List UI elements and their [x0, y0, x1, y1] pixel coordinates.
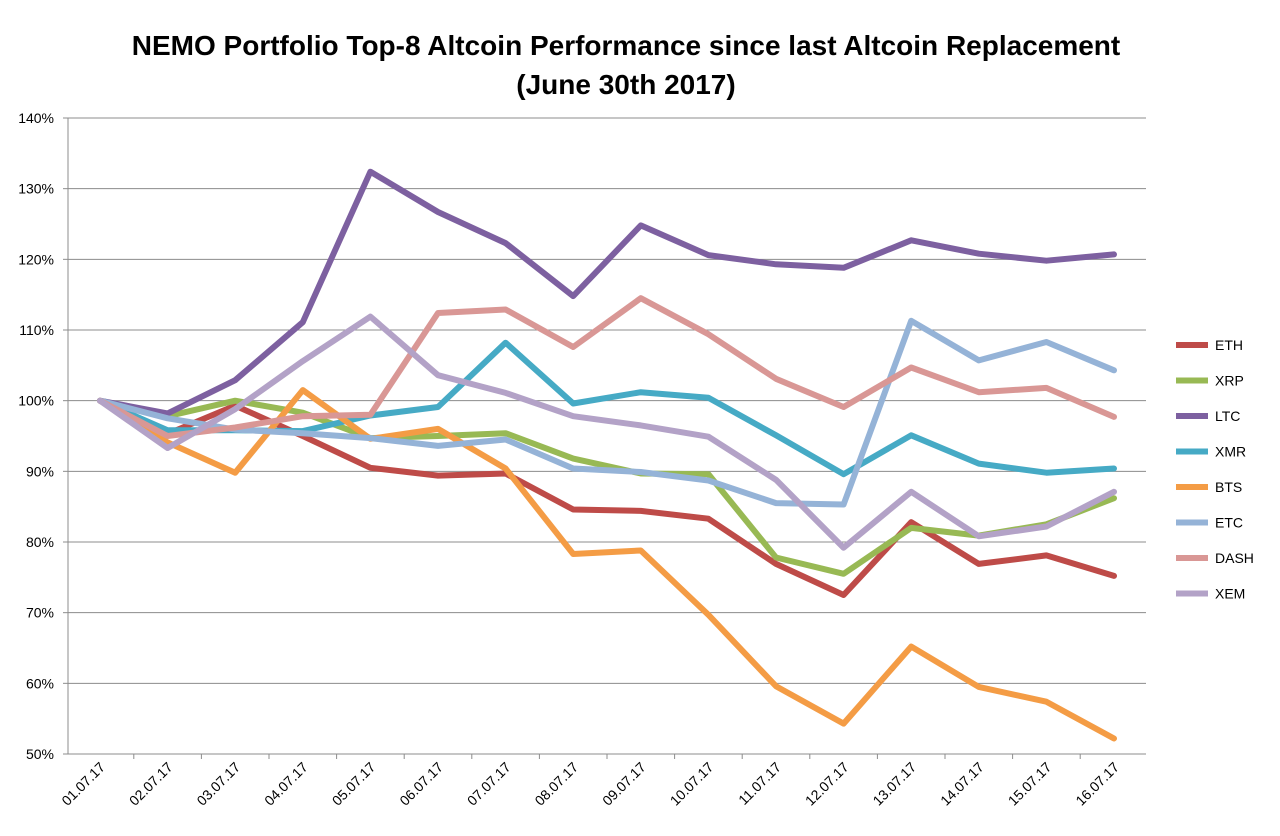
legend-label-xmr: XMR — [1215, 444, 1246, 460]
legend-label-bts: BTS — [1215, 479, 1242, 495]
series-line-xem — [97, 313, 1117, 551]
chart-title: NEMO Portfolio Top-8 Altcoin Performance… — [132, 30, 1120, 61]
x-axis-ticks: 01.07.17 02.07.17 03.07.17 04.07.17 05.07.17… — [58, 759, 1122, 809]
legend-label-xrp: XRP — [1215, 373, 1244, 389]
legend-label-xem: XEM — [1215, 586, 1245, 602]
y-tick-label: 50% — [26, 746, 54, 762]
y-tick-label: 80% — [26, 534, 54, 550]
x-tick-label: 04.07.17 — [261, 759, 311, 809]
x-tick-label: 02.07.17 — [126, 759, 176, 809]
x-tick-label: 13.07.17 — [869, 759, 919, 809]
x-tick-label: 09.07.17 — [599, 759, 649, 809]
x-tick-label: 14.07.17 — [937, 759, 987, 809]
y-tick-label: 70% — [26, 605, 54, 621]
x-tick-label: 01.07.17 — [58, 759, 108, 809]
grid-layer — [63, 117, 1146, 759]
series-line-xrp — [97, 397, 1117, 577]
series-line-dash — [97, 295, 1117, 439]
x-tick-label: 07.07.17 — [464, 759, 514, 809]
y-axis-ticks: 50% 60% 70% 80% 90% 100% 110% 120% 130% 140% — [18, 110, 54, 762]
series-line-ltc — [97, 168, 1117, 417]
x-tick-label: 15.07.17 — [1005, 759, 1055, 809]
legend: ETH XRP LTC XMR BTS ETC DASH XEM — [1176, 337, 1254, 602]
legend-label-eth: ETH — [1215, 337, 1243, 353]
y-tick-label: 90% — [26, 463, 54, 479]
series-line-etc — [97, 317, 1117, 508]
legend-label-dash: DASH — [1215, 550, 1254, 566]
x-tick-label: 11.07.17 — [735, 759, 784, 808]
y-tick-label: 120% — [18, 251, 54, 267]
x-tick-label: 05.07.17 — [329, 759, 379, 809]
series-layer — [97, 168, 1117, 742]
x-tick-label: 06.07.17 — [396, 759, 446, 809]
series-line-bts — [97, 387, 1117, 742]
legend-label-ltc: LTC — [1215, 408, 1240, 424]
y-tick-label: 140% — [18, 110, 54, 126]
y-tick-label: 100% — [18, 393, 54, 409]
legend-label-etc: ETC — [1215, 515, 1243, 531]
x-tick-label: 12.07.17 — [802, 759, 852, 809]
chart-subtitle: (June 30th 2017) — [516, 69, 735, 100]
x-tick-label: 16.07.17 — [1072, 759, 1122, 809]
x-tick-label: 03.07.17 — [193, 759, 243, 809]
x-tick-label: 08.07.17 — [531, 759, 581, 809]
y-tick-label: 60% — [26, 675, 54, 691]
y-tick-label: 110% — [19, 322, 54, 338]
x-tick-label: 10.07.17 — [667, 759, 717, 809]
y-tick-label: 130% — [18, 181, 54, 197]
